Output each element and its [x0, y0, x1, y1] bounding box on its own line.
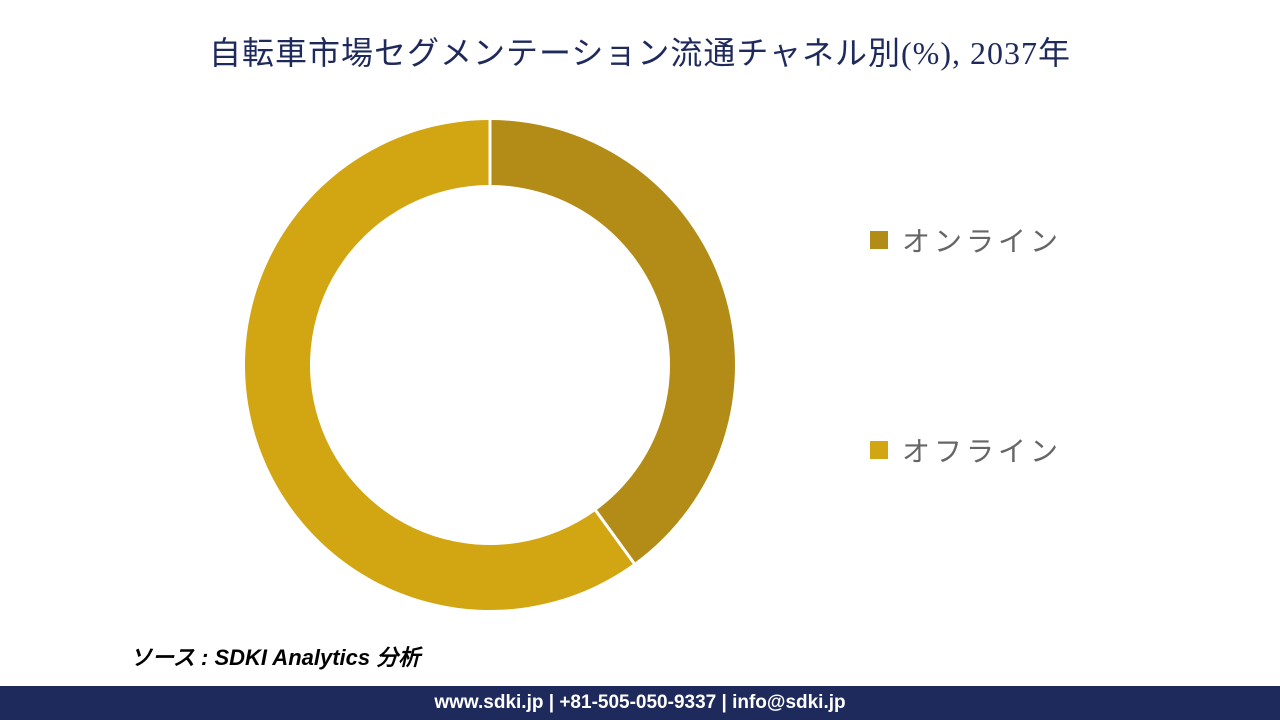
- legend-label-online: オンライン: [902, 220, 1062, 260]
- chart-legend: オンライン オフライン: [870, 220, 1062, 470]
- footer-bar: www.sdki.jp | +81-505-050-9337 | info@sd…: [0, 686, 1280, 720]
- legend-swatch-online: [870, 231, 888, 249]
- source-attribution: ソース : SDKI Analytics 分析: [130, 640, 420, 672]
- donut-chart: [240, 115, 740, 615]
- legend-item-offline: オフライン: [870, 430, 1062, 470]
- footer-text: www.sdki.jp | +81-505-050-9337 | info@sd…: [434, 692, 845, 714]
- legend-item-online: オンライン: [870, 220, 1062, 260]
- legend-label-offline: オフライン: [902, 430, 1062, 470]
- legend-swatch-offline: [870, 441, 888, 459]
- chart-title: 自転車市場セグメンテーション流通チャネル別(%), 2037年: [0, 0, 1280, 74]
